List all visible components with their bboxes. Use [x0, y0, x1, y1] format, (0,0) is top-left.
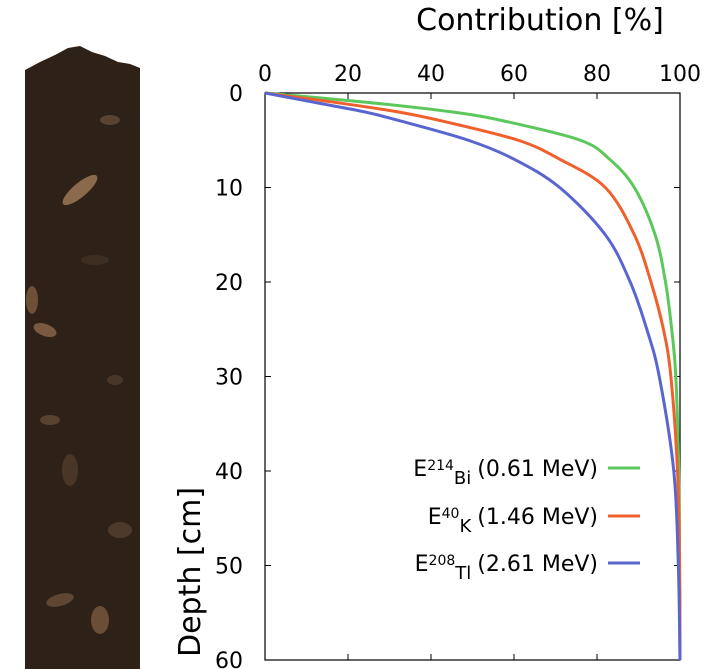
x-tick-label: 60: [500, 62, 528, 87]
y-tick-label: 60: [215, 649, 243, 669]
legend-sup: 214: [427, 458, 454, 474]
soil-illustration: [25, 46, 140, 669]
chart-title: Contribution [%]: [416, 3, 664, 38]
legend-detail: (1.46 MeV): [477, 505, 598, 530]
x-tick-label: 0: [258, 62, 272, 87]
legend-sup: 40: [442, 506, 460, 522]
x-tick-label: 80: [583, 62, 611, 87]
legend-sub: K: [459, 516, 472, 537]
legend-sup: 208: [429, 553, 456, 569]
y-tick-label: 0: [229, 82, 243, 107]
chart: Contribution [%] Depth [cm] 020406080100…: [0, 0, 710, 669]
series-line: [265, 93, 680, 660]
legend-sub: Tl: [454, 563, 471, 584]
legend-detail: (0.61 MeV): [477, 457, 598, 482]
y-tick-label: 50: [215, 555, 243, 580]
plot-frame: [265, 93, 680, 660]
series-line: [265, 93, 680, 660]
series-line: [265, 93, 680, 660]
legend-detail: (2.61 MeV): [477, 552, 598, 577]
legend-base: E: [415, 552, 429, 577]
legend-label: E40K(1.46 MeV): [428, 505, 598, 537]
legend-label: E214Bi (0.61 MeV): [413, 457, 598, 489]
y-tick-label: 40: [215, 460, 243, 485]
legend-base: E: [413, 457, 427, 482]
y-tick-label: 30: [215, 366, 243, 391]
legend-sub: Bi: [454, 468, 471, 489]
y-tick-label: 10: [215, 177, 243, 202]
legend-base: E: [428, 505, 442, 530]
legend-label: E208Tl (2.61 MeV): [415, 552, 598, 584]
y-tick-label: 20: [215, 271, 243, 296]
y-axis-label: Depth [cm]: [173, 487, 208, 657]
x-tick-label: 40: [417, 62, 445, 87]
x-tick-label: 20: [334, 62, 362, 87]
x-tick-label: 100: [659, 62, 701, 87]
